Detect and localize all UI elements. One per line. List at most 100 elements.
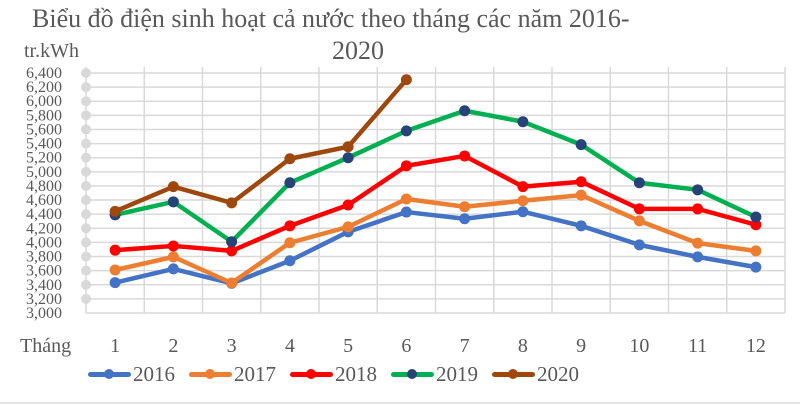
data-point-2020 <box>342 141 354 153</box>
x-axis-label: Tháng <box>20 335 71 357</box>
y-tick-label: 5,800 <box>26 107 62 124</box>
legend-swatch-icon <box>189 369 232 379</box>
data-point-2016 <box>517 206 529 218</box>
y-tick-label: 3,200 <box>26 291 62 308</box>
x-tick-label: 12 <box>746 335 766 357</box>
x-tick-label: 11 <box>688 335 707 357</box>
data-point-2019 <box>633 177 645 189</box>
y-tick-label: 5,200 <box>26 150 62 167</box>
data-point-2018 <box>633 203 645 215</box>
y-tick-label: 4,400 <box>26 206 62 223</box>
data-point-2017 <box>400 193 412 205</box>
data-point-2019 <box>400 125 412 137</box>
data-point-2016 <box>692 251 704 263</box>
y-tick-label: 6,200 <box>26 79 62 96</box>
data-point-2016 <box>633 239 645 251</box>
y-tick-label: 3,400 <box>26 277 62 294</box>
x-tick-label: 10 <box>629 335 649 357</box>
data-point-2018 <box>400 160 412 172</box>
data-point-2018 <box>342 199 354 211</box>
data-point-2017 <box>692 237 704 249</box>
bottom-divider <box>0 402 800 404</box>
data-point-2019 <box>459 105 471 117</box>
y-tick-label: 4,600 <box>26 192 62 209</box>
chart-title-line-2: 2020 <box>332 36 384 65</box>
legend-label: 2019 <box>436 362 478 386</box>
x-tick-label: 6 <box>401 335 411 357</box>
data-point-2018 <box>459 150 471 162</box>
y-tick-label: 6,000 <box>26 93 62 110</box>
y-tick-label: 3,800 <box>26 249 62 266</box>
data-point-2017 <box>517 195 529 207</box>
legend-label: 2018 <box>335 362 377 386</box>
data-point-2016 <box>167 263 179 275</box>
y-tick-label: 5,000 <box>26 164 62 181</box>
y-tick-label: 5,400 <box>26 136 62 153</box>
y-tick-label: 5,600 <box>26 121 62 138</box>
data-point-2017 <box>226 277 238 289</box>
data-point-2019 <box>226 236 238 248</box>
data-point-2018 <box>575 176 587 188</box>
legend-item-2019: 2019 <box>391 362 478 387</box>
data-point-2019 <box>167 196 179 208</box>
data-point-2020 <box>284 153 296 165</box>
x-tick-label: 5 <box>343 335 353 357</box>
data-point-2019 <box>342 152 354 164</box>
data-point-2016 <box>400 206 412 218</box>
data-point-2017 <box>167 251 179 263</box>
data-point-2019 <box>284 177 296 189</box>
x-tick-label: 1 <box>110 335 120 357</box>
legend-swatch-icon <box>492 369 535 379</box>
series-line-2018 <box>112 153 759 254</box>
data-point-2016 <box>284 255 296 267</box>
data-point-2019 <box>750 211 762 223</box>
legend-swatch-icon <box>88 369 131 379</box>
y-tick-label: 6,400 <box>26 65 62 82</box>
data-point-2016 <box>750 261 762 273</box>
data-point-2017 <box>633 215 645 227</box>
data-point-2019 <box>575 139 587 151</box>
legend-swatch-icon <box>290 369 333 379</box>
y-tick-label: 4,000 <box>26 234 62 251</box>
y-tick-label: 3,600 <box>26 263 62 280</box>
data-point-2020 <box>400 74 412 86</box>
data-point-2018 <box>692 203 704 215</box>
legend-item-2020: 2020 <box>492 362 579 387</box>
x-tick-label: 2 <box>168 335 178 357</box>
data-point-2016 <box>109 277 121 289</box>
legend-item-2018: 2018 <box>290 362 377 387</box>
data-point-2018 <box>284 220 296 232</box>
x-tick-label: 3 <box>227 335 237 357</box>
legend-item-2017: 2017 <box>189 362 276 387</box>
data-point-2020 <box>109 205 121 217</box>
data-point-2017 <box>342 221 354 233</box>
data-point-2019 <box>517 116 529 128</box>
series-line-2019 <box>112 108 759 244</box>
series-line-2017 <box>112 192 759 286</box>
data-point-2020 <box>167 181 179 193</box>
y-tick-label: 4,200 <box>26 220 62 237</box>
y-axis-unit-label: tr.kWh <box>24 40 79 62</box>
x-tick-label: 4 <box>285 335 295 357</box>
x-tick-label: 7 <box>460 335 470 357</box>
data-point-2016 <box>575 220 587 232</box>
data-point-2017 <box>750 245 762 257</box>
data-point-2018 <box>109 244 121 256</box>
data-point-2016 <box>459 213 471 225</box>
legend-label: 2016 <box>133 362 175 386</box>
data-point-2020 <box>226 197 238 209</box>
data-point-2018 <box>226 245 238 257</box>
legend-swatch-icon <box>391 369 434 379</box>
chart-title-line-1: Biểu đồ điện sinh hoạt cả nước theo thán… <box>32 4 630 33</box>
x-tick-label: 8 <box>518 335 528 357</box>
data-point-2017 <box>109 264 121 276</box>
data-point-2018 <box>167 240 179 252</box>
legend-item-2016: 2016 <box>88 362 175 387</box>
data-point-2018 <box>750 219 762 231</box>
data-point-2017 <box>284 237 296 249</box>
data-point-2019 <box>692 184 704 196</box>
data-point-2018 <box>517 181 529 193</box>
x-tick-label: 9 <box>576 335 586 357</box>
y-tick-label: 3,000 <box>26 305 62 322</box>
